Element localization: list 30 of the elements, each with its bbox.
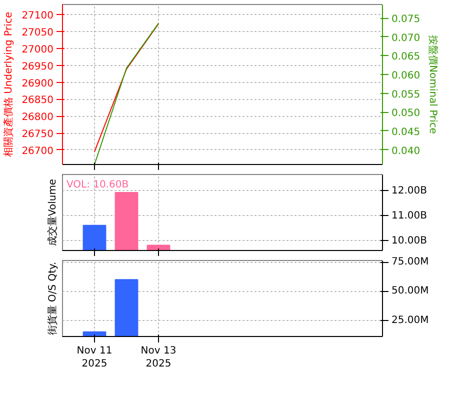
y-tick-label: 27050	[22, 28, 54, 39]
y2-tick-label: 0.055	[392, 89, 420, 100]
y-tick-label: 27100	[22, 10, 54, 22]
y2-tick-label: 0.070	[392, 32, 420, 44]
y2-axis-title: 按盤價Nominal Price	[427, 35, 440, 134]
y-tick-label: 26850	[22, 95, 54, 106]
y2-tick-label: 0.045	[392, 126, 420, 138]
y2-tick-label: 0.060	[392, 70, 420, 82]
y2-tick-label: 0.075	[392, 14, 420, 26]
y2-tick-label: 0.050	[392, 108, 420, 120]
y-tick-label: 12.00B	[392, 185, 428, 196]
y-tick-label: 26950	[22, 61, 54, 72]
y-tick-label: 26700	[22, 146, 54, 157]
y-tick-label: 26900	[22, 78, 54, 90]
y2-tick-label: 0.040	[392, 146, 420, 157]
y-tick-label: 25.00M	[392, 314, 429, 326]
annotation: VOL: 10.60B	[66, 180, 129, 190]
y-axis-title: 成交量Volume	[46, 178, 58, 246]
y-axis-title: 街貨量 O/S Qty.	[46, 262, 58, 336]
y-tick-label: 26750	[22, 129, 54, 140]
x-tick-label: Nov 11 2025	[76, 346, 112, 370]
y-tick-label: 11.00B	[392, 210, 428, 222]
y-tick-label: 50.00M	[392, 286, 429, 297]
y-tick-label: 26800	[22, 112, 54, 124]
y-axis-title: 相關資產價格 Underlying Price	[2, 12, 15, 158]
y2-tick-label: 0.065	[392, 52, 420, 63]
y-tick-label: 75.00M	[392, 256, 429, 268]
y-tick-label: 27000	[22, 44, 54, 56]
x-tick-label: Nov 13 2025	[140, 346, 176, 370]
y-tick-label: 10.00B	[392, 235, 428, 246]
